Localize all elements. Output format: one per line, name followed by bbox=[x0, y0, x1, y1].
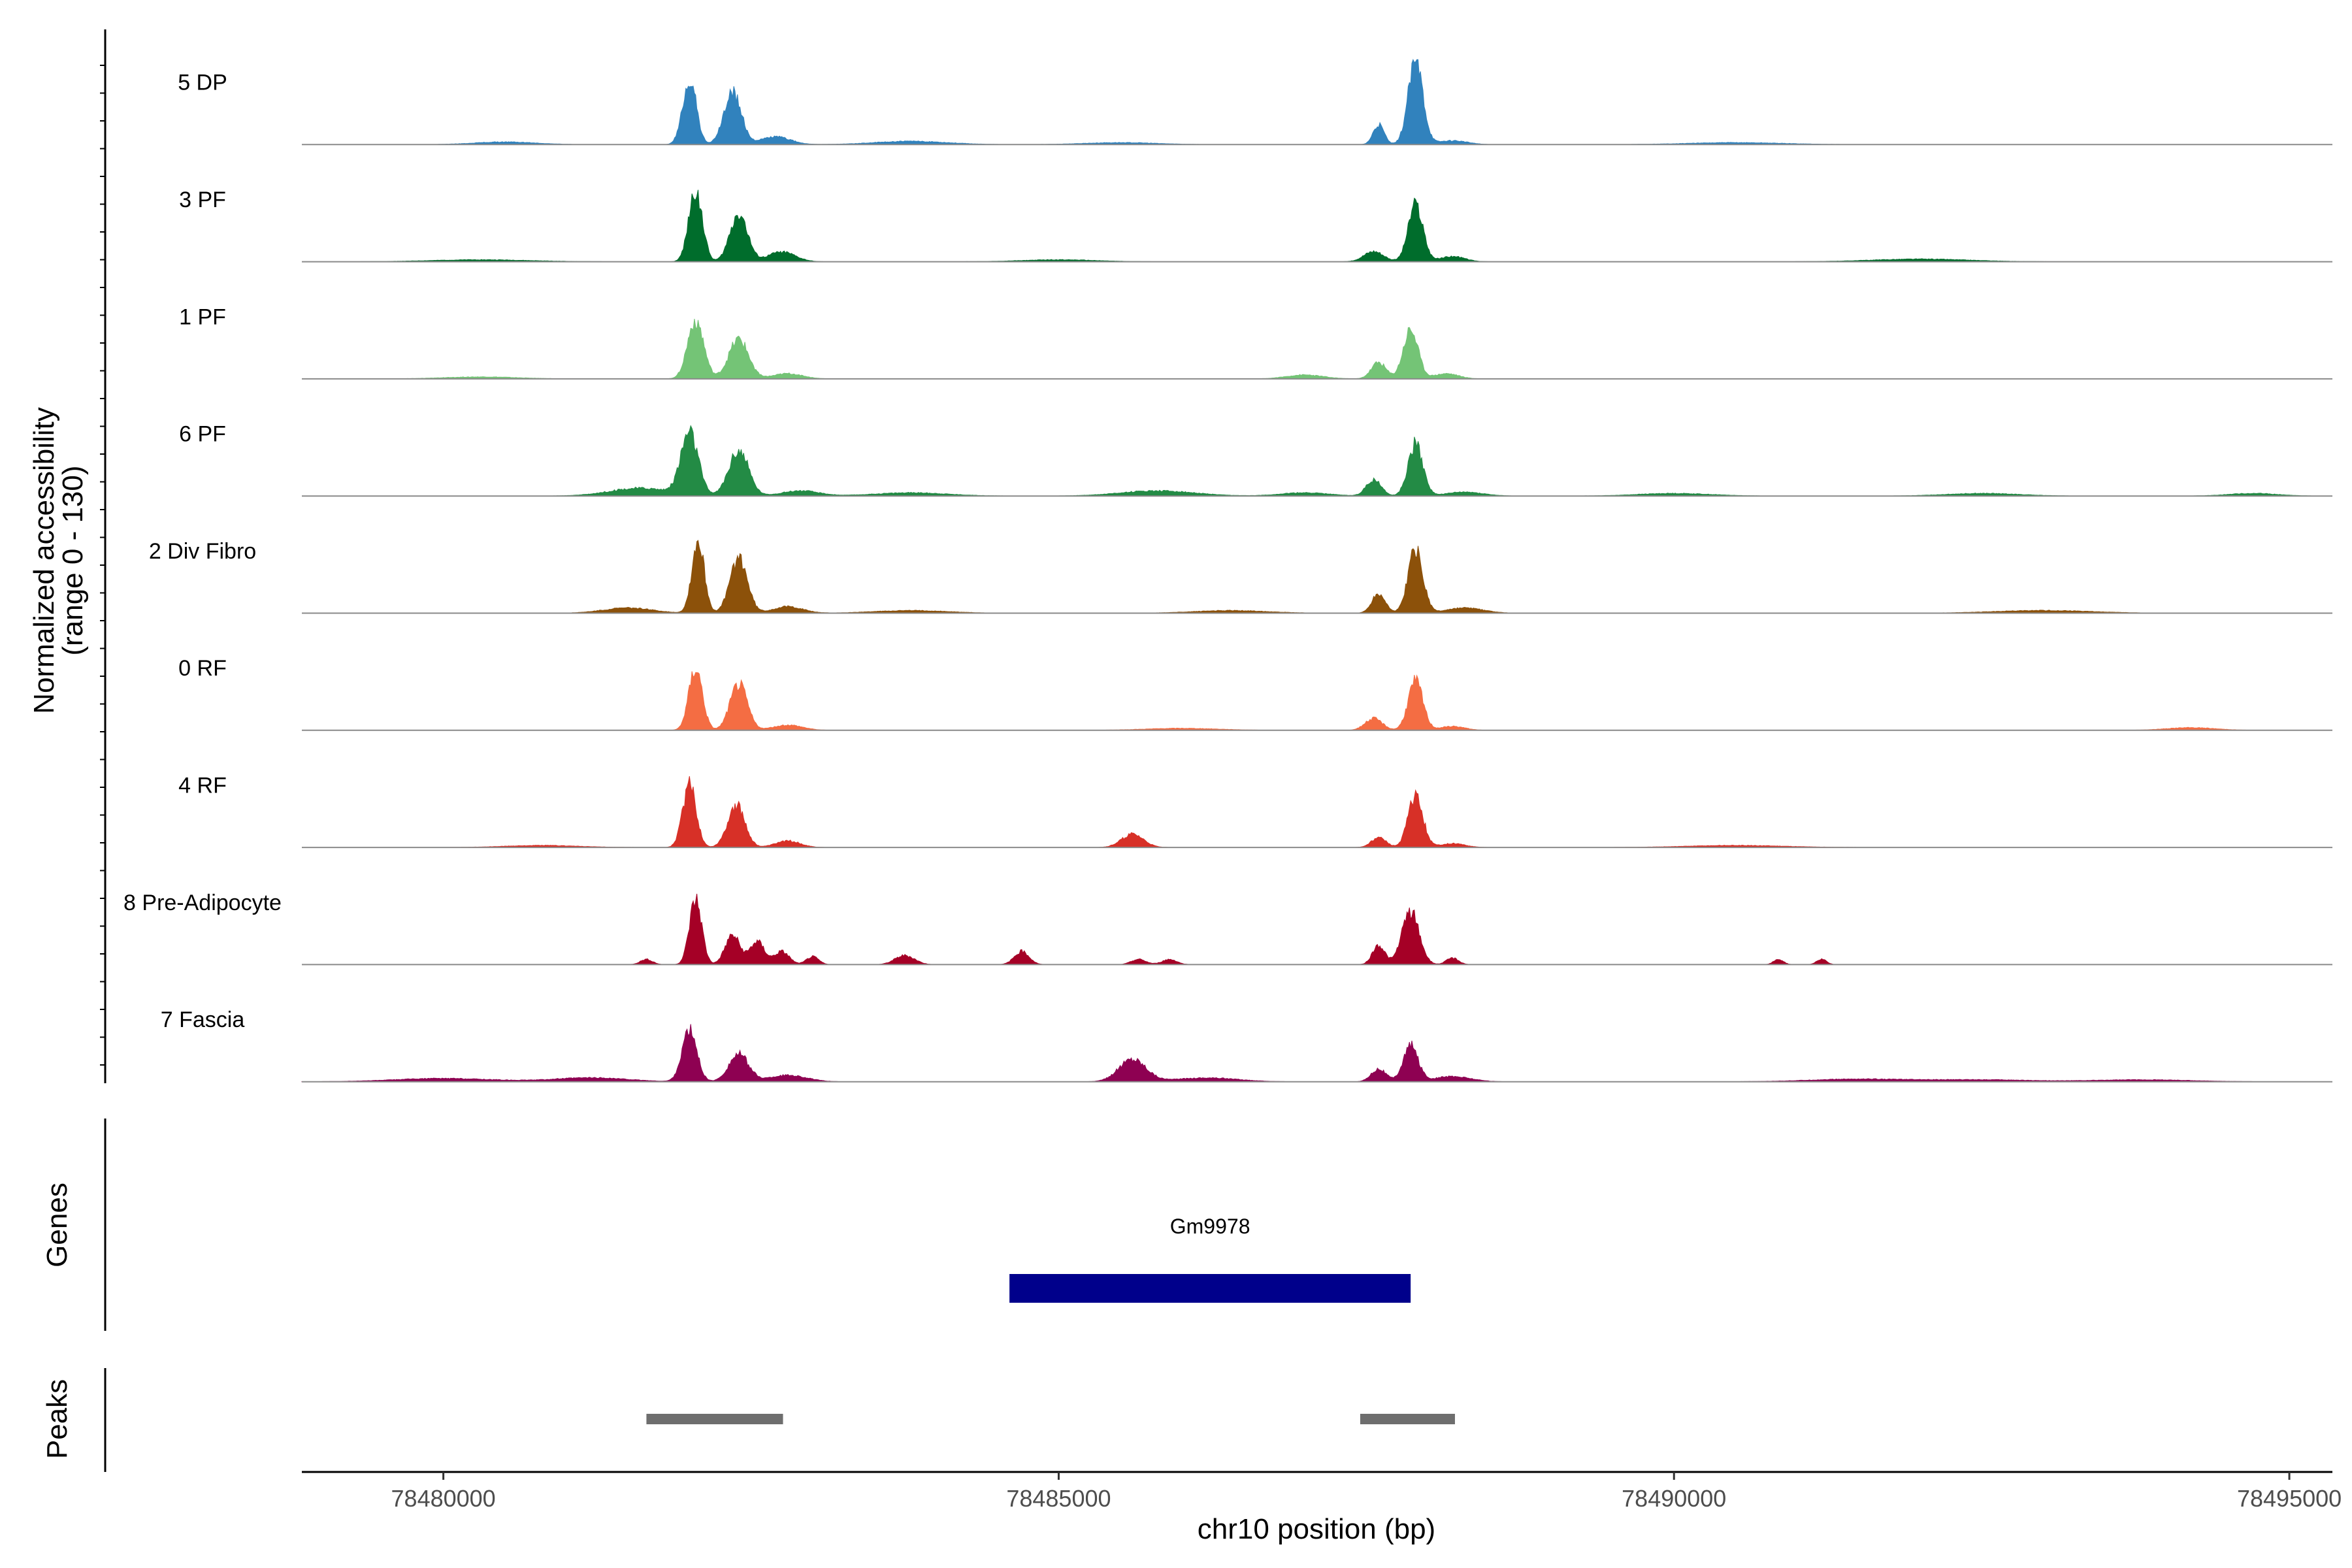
gene-bar bbox=[1009, 1274, 1411, 1303]
coverage-area bbox=[302, 671, 2332, 731]
x-axis-title: chr10 position (bp) bbox=[1198, 1513, 1435, 1545]
tracks-group: 5 DP 3 PF 1 PF 6 PF 2 Div Fibro 0 RF 4 RF 8 Pre… bbox=[123, 58, 2332, 1083]
x-tick-label: 78495000 bbox=[2237, 1485, 2342, 1512]
x-tick-label: 78485000 bbox=[1006, 1485, 1111, 1512]
coverage-area bbox=[302, 319, 2332, 380]
track-label: 7 Fascia bbox=[161, 1007, 245, 1032]
gene-label: Gm9978 bbox=[1170, 1215, 1250, 1238]
coverage-area bbox=[302, 894, 2332, 965]
y-minor-ticks bbox=[100, 65, 105, 1066]
x-tick-label: 78490000 bbox=[1622, 1485, 1726, 1512]
track-label: 4 RF bbox=[178, 773, 227, 798]
coverage-area bbox=[302, 58, 2332, 145]
track-label: 5 DP bbox=[178, 71, 227, 95]
coverage-area bbox=[302, 189, 2332, 263]
track-label: 0 RF bbox=[178, 656, 227, 681]
peak-bar bbox=[646, 1414, 783, 1424]
track-label: 3 PF bbox=[179, 188, 226, 212]
peak-bar bbox=[1360, 1414, 1455, 1424]
track-label: 1 PF bbox=[179, 304, 226, 329]
track-label: 8 Pre-Adipocyte bbox=[123, 890, 282, 915]
peaks-group bbox=[646, 1414, 1455, 1424]
coverage-area bbox=[302, 540, 2332, 613]
x-ticks-group: 78480000 78485000 78490000 78495000 bbox=[391, 1472, 2342, 1512]
coverage-area bbox=[302, 776, 2332, 848]
x-tick-label: 78480000 bbox=[391, 1485, 496, 1512]
y-axis-title-line2: (range 0 - 130) bbox=[57, 465, 89, 655]
track-label: 6 PF bbox=[179, 422, 226, 447]
coverage-area bbox=[302, 425, 2332, 497]
genes-group: Gm9978 bbox=[1009, 1215, 1411, 1303]
genes-panel-title: Genes bbox=[41, 1183, 73, 1267]
y-axis-title-line1: Normalized accessibility bbox=[28, 407, 60, 713]
peaks-panel-title: Peaks bbox=[41, 1379, 73, 1459]
coverage-area bbox=[301, 1024, 2332, 1083]
track-label: 2 Div Fibro bbox=[149, 539, 256, 564]
